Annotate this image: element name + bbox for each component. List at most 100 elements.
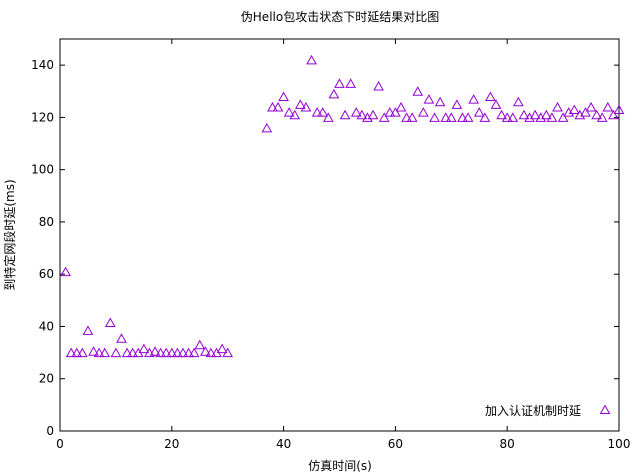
data-point-triangle [613,104,625,115]
x-axis-title: 仿真时间(s) [308,459,372,473]
data-point-triangle [568,104,580,115]
data-point-triangle [222,347,234,358]
data-point-triangle [205,347,217,358]
x-axis: 0 20 40 60 80 100 [56,39,630,451]
data-point-triangle [350,107,362,117]
data-point-triangle [501,112,513,122]
data-point-triangle [104,317,116,328]
data-point-triangle [121,347,133,358]
data-point-triangle [591,109,602,120]
data-point-triangle [479,112,491,122]
y-tick-label: 100 [31,163,54,177]
data-point-triangle [395,101,407,112]
data-point-triangle [317,107,329,117]
data-point-triangle [429,112,440,122]
data-point-triangle [155,347,166,358]
data-point-triangle [188,347,200,358]
data-point-triangle [485,91,496,101]
data-point-triangle [406,112,418,122]
data-point-triangle [507,112,519,122]
y-axis-title: 到特定网段时延(ms) [2,179,17,290]
y-axis: 0 20 40 60 80 100 120 140 [31,58,619,438]
data-point-triangle [423,94,435,104]
data-point-triangle [166,347,178,358]
data-point-triangle [451,99,463,109]
data-point-triangle [306,54,317,65]
data-point-triangle [71,347,83,358]
data-point-triangle [177,347,189,358]
data-point-triangle [183,347,194,358]
data-point-triangle [289,109,301,120]
data-point-triangle [345,78,357,88]
y-tick-label: 80 [39,215,54,229]
data-point-triangle [93,347,105,358]
data-point-triangle [390,107,401,117]
data-point-triangle [462,112,474,122]
data-point-triangle [300,101,312,112]
data-point-triangle [99,347,111,358]
data-point-triangle [60,266,71,277]
x-tick-label: 80 [500,437,515,451]
plot-area-frame [59,38,620,432]
data-point-triangle [267,101,278,112]
data-point-triangle [378,112,390,122]
legend-marker-triangle [599,404,611,414]
data-point-triangle [127,347,139,358]
y-tick-label: 20 [39,372,54,386]
chart-title: 伪Hello包攻击状态下时延结果对比图 [241,10,439,24]
y-tick-label: 60 [39,267,54,281]
data-point-triangle [496,109,507,120]
data-point-triangle [77,347,88,358]
y-tick-label: 0 [46,424,54,438]
data-point-triangle [199,346,211,356]
data-point-triangle [138,343,150,354]
data-point-triangle [322,112,334,122]
y-tick-label: 120 [31,110,54,124]
data-point-triangle [445,112,457,122]
data-point-triangle [88,346,99,356]
data-point-triangle [272,101,284,112]
data-point-triangle [540,109,552,120]
data-point-triangle [529,109,541,120]
data-point-triangle [283,107,295,117]
data-point-triangle [608,109,619,120]
data-point-triangle [580,107,591,117]
data-point-triangle [417,107,429,117]
data-point-triangle [172,347,183,358]
data-point-triangle [110,347,122,358]
data-point-triangle [596,112,608,122]
data-point-triangle [546,112,558,122]
data-point-triangle [468,94,480,104]
data-point-triangle [557,112,569,122]
y-tick-label: 40 [39,319,54,333]
data-point-triangle [339,109,351,120]
data-point-triangle [384,107,396,117]
data-point-triangle [216,343,228,354]
data-point-triangle [116,333,127,343]
data-point-triangle [373,81,384,91]
data-point-triangle [367,109,379,120]
data-point-triangle [311,107,323,117]
data-point-triangle [513,96,524,107]
data-point-triangle [401,112,412,122]
data-point-triangle [82,325,94,335]
x-tick-label: 100 [608,437,631,451]
x-tick-label: 60 [388,437,403,451]
data-point-triangle [65,347,77,358]
data-point-triangle [440,112,452,122]
data-point-triangle [434,96,446,107]
x-tick-label: 20 [164,437,179,451]
data-point-triangle [602,101,614,112]
data-point-triangle [295,99,306,109]
data-point-triangle [261,122,273,133]
data-point-triangle [160,347,172,358]
data-point-triangle [356,109,368,120]
data-point-triangle [278,91,289,101]
legend-label: 加入认证机制时延 [485,404,581,418]
data-series-auth-delay [60,54,625,358]
data-point-triangle [490,99,502,109]
data-point-triangle [334,78,345,88]
data-point-triangle [194,339,206,350]
data-point-triangle [457,112,468,122]
